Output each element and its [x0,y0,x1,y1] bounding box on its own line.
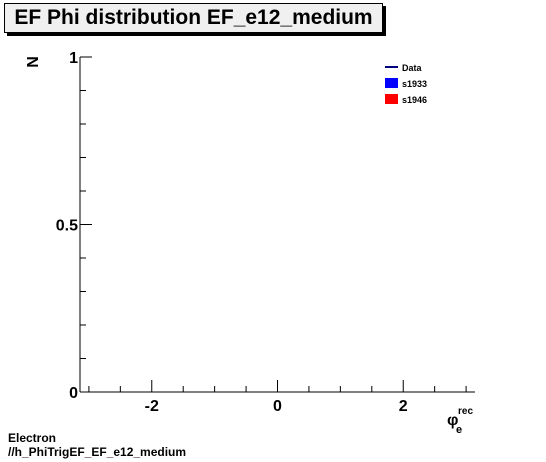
x-axis-label: φ [447,412,458,429]
legend-label: s1933 [402,79,427,89]
x-tick-label: -2 [145,398,159,415]
footer-text: Electron //h_PhiTrigEF_EF_e12_medium [8,431,186,459]
legend-label: Data [402,63,423,73]
chart-title-box: EF Phi distribution EF_e12_medium [4,3,383,33]
legend-fill-swatch [385,78,398,88]
legend-label: s1946 [402,95,427,105]
x-axis-label-subscript: e [456,424,462,436]
legend-fill-swatch [385,94,398,104]
footer-line-2: //h_PhiTrigEF_EF_e12_medium [8,445,187,459]
x-tick-label: 0 [273,398,282,415]
y-axis-label: N [25,56,42,68]
footer-line-1: Electron [8,431,57,445]
y-tick-label: 0.5 [56,218,78,235]
y-tick-label: 0 [69,385,78,402]
y-tick-label: 1 [69,50,78,67]
x-tick-label: 2 [399,398,408,415]
x-axis-label-superscript: rec [458,406,473,417]
chart-title: EF Phi distribution EF_e12_medium [14,6,373,29]
